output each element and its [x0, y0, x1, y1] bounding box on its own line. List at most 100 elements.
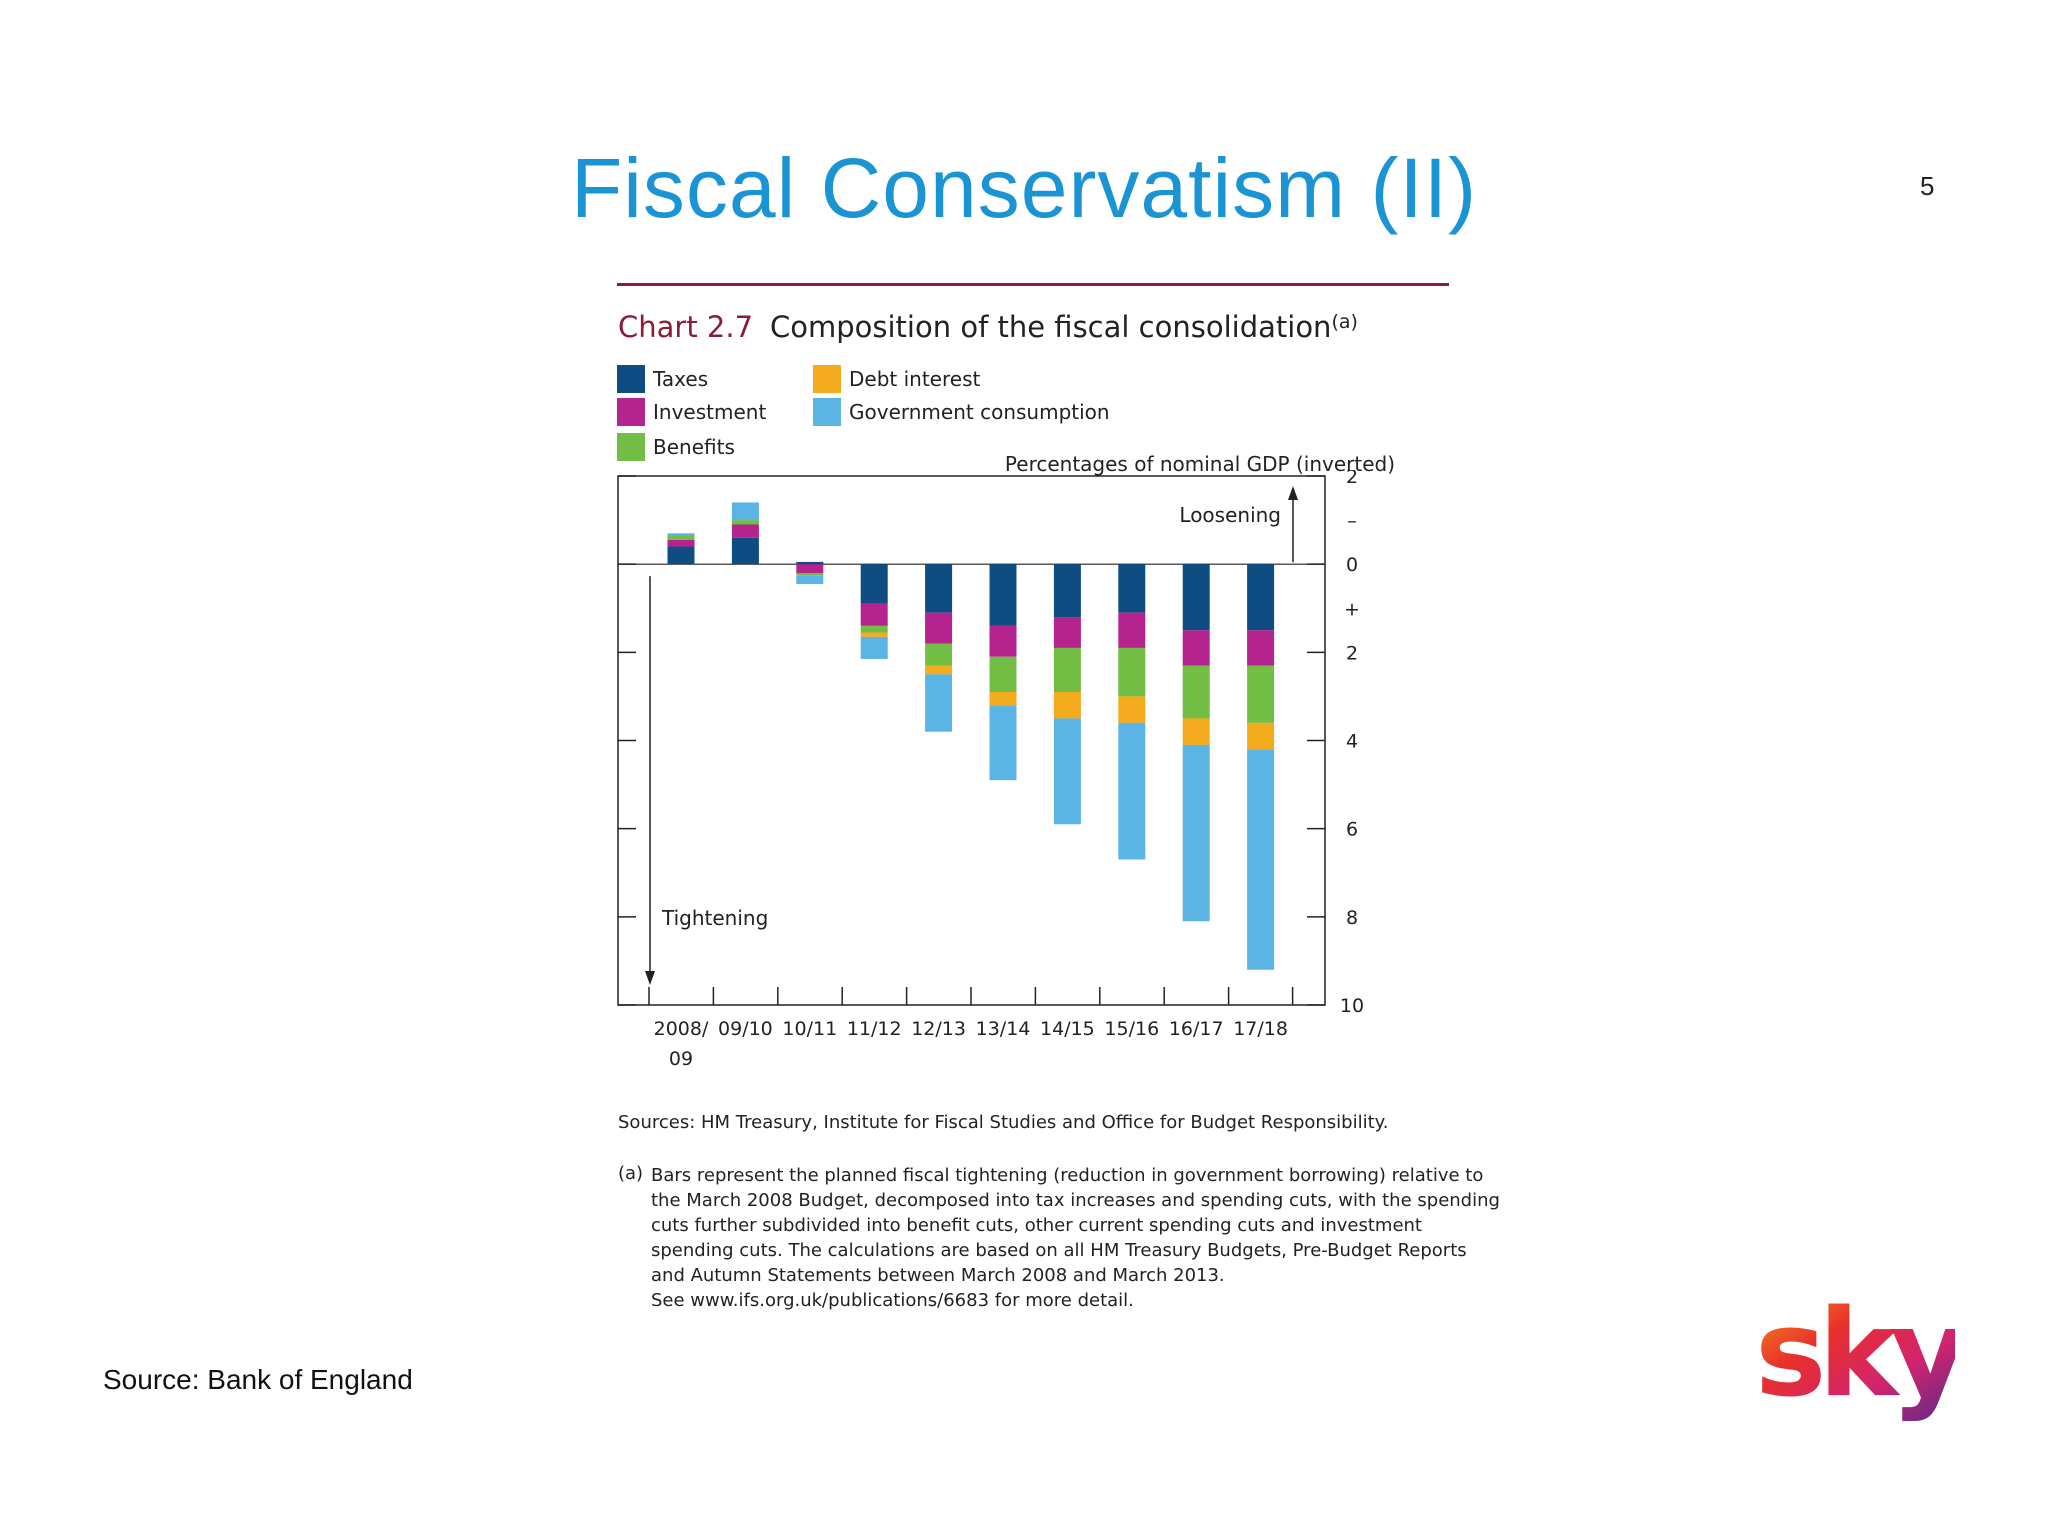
bar-segment-investment [1053, 617, 1081, 648]
bar-segment-government-consumption [925, 674, 953, 732]
y-tick-label: 0 [1346, 554, 1358, 576]
chart-footnote: Bars represent the planned fiscal tighte… [651, 1163, 1500, 1313]
x-tick-label: 11/12 [847, 1018, 902, 1040]
legend-label-government-consumption: Government consumption [849, 400, 1110, 424]
bar-segment-investment [1118, 612, 1146, 648]
sky-logo-text: sky [1755, 1285, 1955, 1424]
footnote-line: cuts further subdivided into benefit cut… [651, 1215, 1422, 1236]
bar-segment-debt-interest [1247, 722, 1275, 750]
bar-segment-government-consumption [860, 636, 888, 659]
legend-item-investment: Investment [617, 398, 766, 426]
bar-segment-government-consumption [1118, 722, 1146, 860]
bar-segment-benefits [1053, 647, 1081, 693]
bar-segment-government-consumption [1247, 749, 1275, 970]
bar-segment-government-consumption [1182, 744, 1210, 922]
y-axis-title: Percentages of nominal GDP (inverted) [1004, 452, 1395, 476]
y-tick-label: 4 [1346, 731, 1358, 753]
y-tick-label: + [1344, 598, 1360, 620]
loosening-arrowhead [1288, 486, 1298, 500]
slide-source-note: Source: Bank of England [103, 1364, 413, 1395]
bar-segment-benefits [1247, 665, 1275, 723]
chart-title: Composition of the fiscal consolidation(… [770, 310, 1358, 344]
loosening-label: Loosening [1179, 503, 1281, 527]
legend-swatch-taxes [617, 365, 645, 393]
legend-item-government-consumption: Government consumption [813, 398, 1110, 426]
bar-segment-investment [796, 564, 824, 573]
legend-item-benefits: Benefits [617, 433, 735, 461]
bar-segment-benefits [989, 656, 1017, 693]
chart-figure: Chart 2.7 Composition of the fiscal cons… [615, 280, 1500, 1320]
bar-segment-debt-interest [925, 665, 953, 675]
bar-segment-government-consumption [989, 705, 1017, 781]
x-tick-label: 16/17 [1169, 1018, 1224, 1040]
legend-label-benefits: Benefits [653, 435, 735, 459]
chart-title-footnote-marker: (a) [1331, 311, 1358, 333]
bar-segment-government-consumption [731, 502, 759, 521]
legend-label-investment: Investment [653, 400, 767, 424]
x-tick-label: 15/16 [1104, 1018, 1159, 1040]
sky-logo: sky [1755, 1285, 1955, 1424]
x-tick-label: 09/10 [718, 1018, 773, 1040]
x-tick-label: 2008/09 [654, 1018, 709, 1070]
legend-swatch-debt-interest [813, 365, 841, 393]
bar-segment-taxes [925, 564, 953, 613]
bar-segment-benefits [731, 520, 759, 525]
bar-segment-taxes [860, 564, 888, 604]
bar-segment-taxes [796, 561, 824, 565]
bar-segment-investment [731, 524, 759, 538]
bar-segment-debt-interest [1118, 696, 1146, 723]
footnote-line: Bars represent the planned fiscal tighte… [651, 1165, 1484, 1186]
legend-label-debt-interest: Debt interest [849, 367, 981, 391]
bar-segment-taxes [667, 546, 695, 565]
figure-top-rule [617, 283, 1449, 286]
footnote-line: spending cuts. The calculations are base… [651, 1240, 1467, 1261]
bar-segment-taxes [1053, 564, 1081, 618]
bar-segment-investment [925, 612, 953, 644]
slide-title: Fiscal Conservatism (II) [570, 141, 1478, 235]
legend-item-taxes: Taxes [617, 365, 708, 393]
x-tick-label: 10/11 [782, 1018, 837, 1040]
bar-segment-benefits [925, 643, 953, 666]
bar-segment-taxes [1118, 564, 1146, 613]
bar-segment-investment [860, 603, 888, 626]
bar-segment-taxes [1247, 564, 1275, 631]
bar-segment-investment [667, 539, 695, 547]
bar-segment-debt-interest [860, 632, 888, 637]
chart-title-text: Composition of the fiscal consolidation [770, 310, 1332, 344]
bar-segment-benefits [796, 572, 824, 576]
bar-segment-benefits [667, 535, 695, 540]
bar-segment-government-consumption [1053, 718, 1081, 825]
bar-segment-taxes [731, 537, 759, 565]
y-tick-label: 10 [1340, 995, 1364, 1017]
y-tick-label: 2 [1346, 470, 1358, 488]
x-tick-label: 14/15 [1040, 1018, 1095, 1040]
chart-sources: Sources: HM Treasury, Institute for Fisc… [618, 1112, 1389, 1133]
legend-swatch-investment [617, 398, 645, 426]
y-tick-label: 2 [1346, 642, 1358, 664]
bar-segment-government-consumption [667, 533, 695, 536]
y-tick-label: 8 [1346, 907, 1358, 929]
chart-number: Chart 2.7 [618, 310, 754, 344]
footnote-marker: (a) [618, 1163, 644, 1184]
bar-segment-investment [1247, 630, 1275, 666]
chart-plot: 2 – 0 +2 4 6 8 10 2008/09 09/10 10/11 11/12 12/13 13/… [617, 470, 1364, 1070]
bar-segment-debt-interest [1053, 692, 1081, 719]
bar-segment-benefits [1118, 647, 1146, 697]
bar-segment-benefits [860, 625, 888, 633]
x-tick-label: 13/14 [976, 1018, 1031, 1040]
tightening-label: Tightening [661, 906, 768, 930]
page-number: 5 [1920, 171, 1935, 201]
tightening-arrowhead [645, 971, 655, 985]
bar-segment-investment [989, 625, 1017, 657]
legend-swatch-benefits [617, 433, 645, 461]
legend-item-debt-interest: Debt interest [813, 365, 980, 393]
bar-segment-government-consumption [796, 575, 824, 585]
y-tick-label: 6 [1346, 819, 1358, 841]
bar-segment-debt-interest [1182, 718, 1210, 745]
x-tick-label: 12/13 [911, 1018, 966, 1040]
footnote-line: the March 2008 Budget, decomposed into t… [651, 1190, 1500, 1211]
bar-segment-taxes [989, 564, 1017, 626]
footnote-line: See www.ifs.org.uk/publications/6683 for… [651, 1290, 1134, 1311]
y-tick-label: – [1347, 510, 1357, 532]
bar-segment-investment [1182, 630, 1210, 666]
